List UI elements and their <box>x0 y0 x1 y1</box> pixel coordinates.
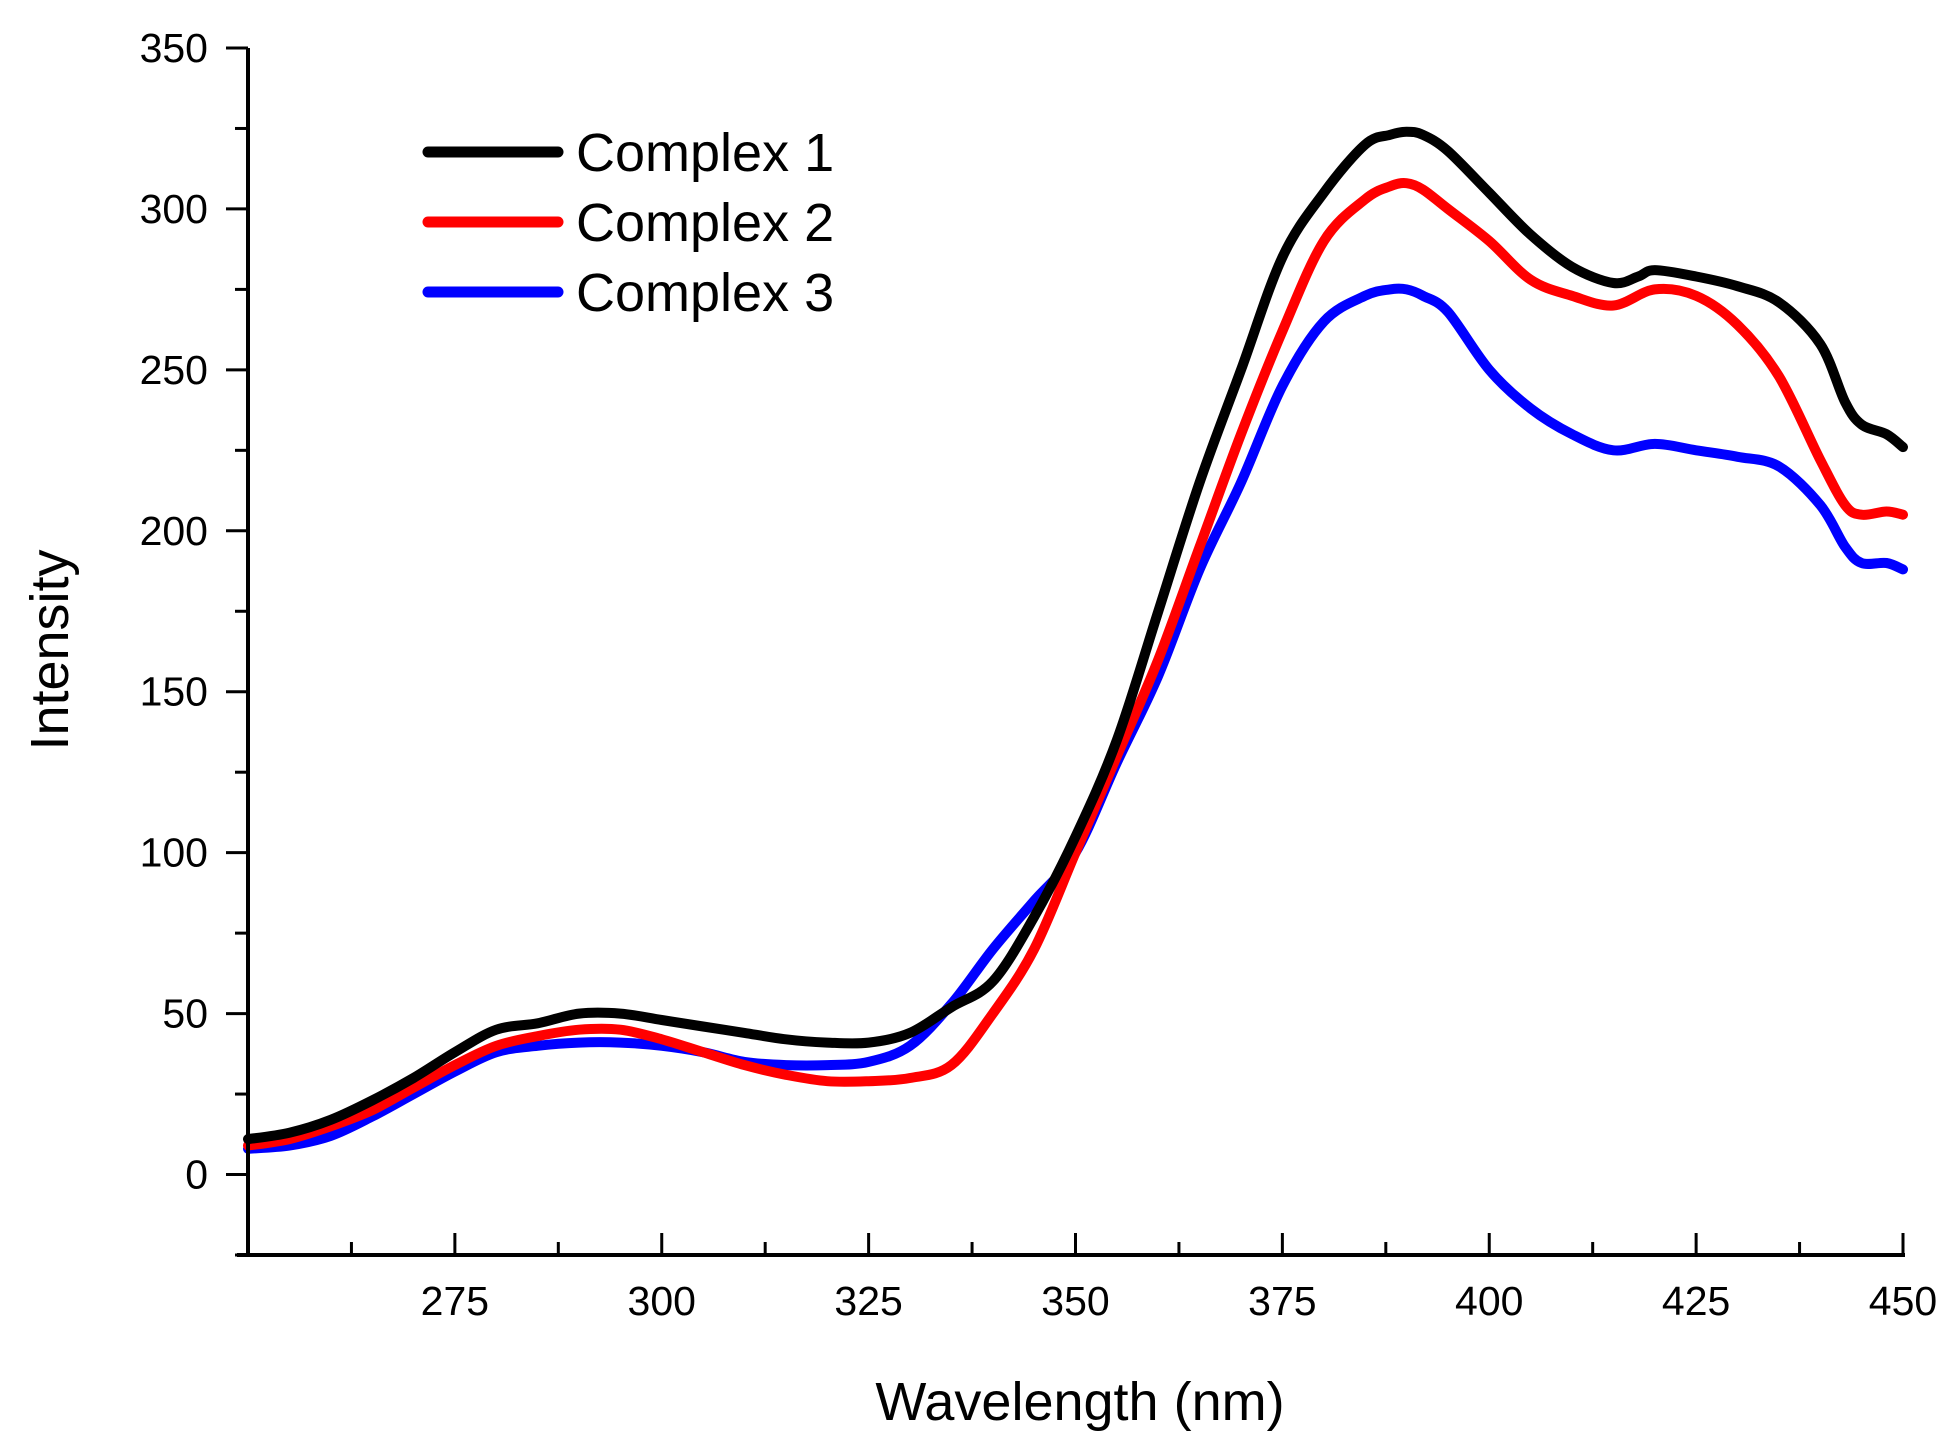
x-tick-label: 300 <box>628 1278 696 1324</box>
series-line-complex-1 <box>243 126 1908 1145</box>
x-ticks <box>349 1233 1905 1255</box>
y-tick-label: 100 <box>140 830 208 876</box>
legend-label: Complex 3 <box>576 263 834 323</box>
tick-labels: 275 300 325 350 375 400 425 450 0 50 100 150 200 250 3… <box>140 25 1938 1324</box>
y-ticks <box>226 46 248 1257</box>
legend-label: Complex 1 <box>576 123 834 183</box>
y-tick-label: 200 <box>140 508 208 554</box>
y-tick-label: 250 <box>140 347 208 393</box>
series-line-complex-3 <box>243 283 1908 1154</box>
x-tick-label: 375 <box>1248 1278 1316 1324</box>
plot-series <box>243 126 1908 1154</box>
x-tick-label: 350 <box>1041 1278 1109 1324</box>
x-tick-label: 400 <box>1455 1278 1523 1324</box>
legend-label: Complex 2 <box>576 193 834 253</box>
y-tick-label: 150 <box>140 669 208 715</box>
x-tick-label: 275 <box>421 1278 489 1324</box>
y-tick-label: 350 <box>140 25 208 71</box>
y-tick-label: 0 <box>185 1152 208 1198</box>
x-axis-title: Wavelength (nm) <box>875 1372 1284 1432</box>
series-line-complex-2 <box>243 178 1908 1151</box>
axes <box>237 48 1905 1257</box>
y-tick-label: 50 <box>162 991 208 1037</box>
y-tick-label: 300 <box>140 186 208 232</box>
x-tick-label: 325 <box>834 1278 902 1324</box>
y-axis-title: Intensity <box>20 549 80 750</box>
legend: Complex 1 Complex 2 Complex 3 <box>422 123 834 323</box>
x-tick-label: 450 <box>1869 1278 1937 1324</box>
x-tick-label: 425 <box>1662 1278 1730 1324</box>
